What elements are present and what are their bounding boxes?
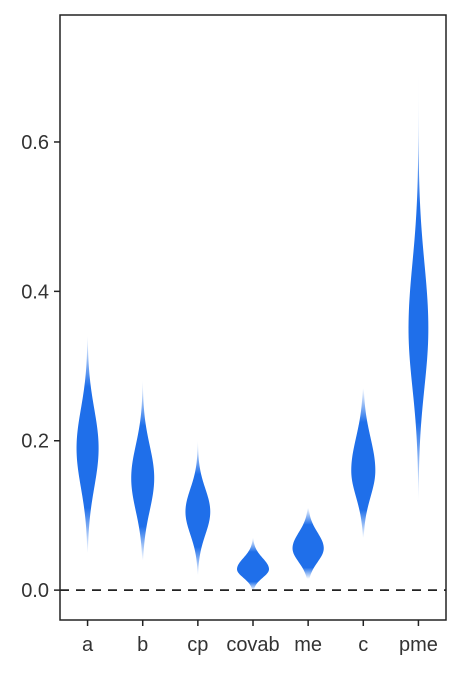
- violin-layer: [76, 67, 429, 591]
- violin-cp: [185, 440, 211, 576]
- x-tick-label: a: [82, 634, 94, 656]
- x-tick-label: b: [137, 634, 148, 656]
- violin-a: [76, 336, 99, 553]
- x-tick-label: cp: [187, 634, 208, 656]
- violin-me: [292, 507, 324, 579]
- x-tick-label: pme: [399, 634, 438, 656]
- x-tick-label: me: [294, 634, 322, 656]
- violin-covab: [237, 537, 269, 591]
- x-tick-label: c: [358, 634, 368, 656]
- x-axis: a b cp covab me c pme: [82, 620, 438, 656]
- violin-pme: [408, 67, 429, 501]
- violin-b: [131, 380, 155, 561]
- y-tick-label: 0.6: [21, 132, 49, 154]
- violin-c: [351, 388, 376, 538]
- y-tick-label: 0.2: [21, 431, 49, 453]
- y-tick-label: 0.4: [21, 281, 49, 303]
- y-axis: 0.0 0.2 0.4 0.6: [21, 132, 60, 602]
- x-tick-label: covab: [226, 634, 279, 656]
- y-tick-label: 0.0: [21, 580, 49, 602]
